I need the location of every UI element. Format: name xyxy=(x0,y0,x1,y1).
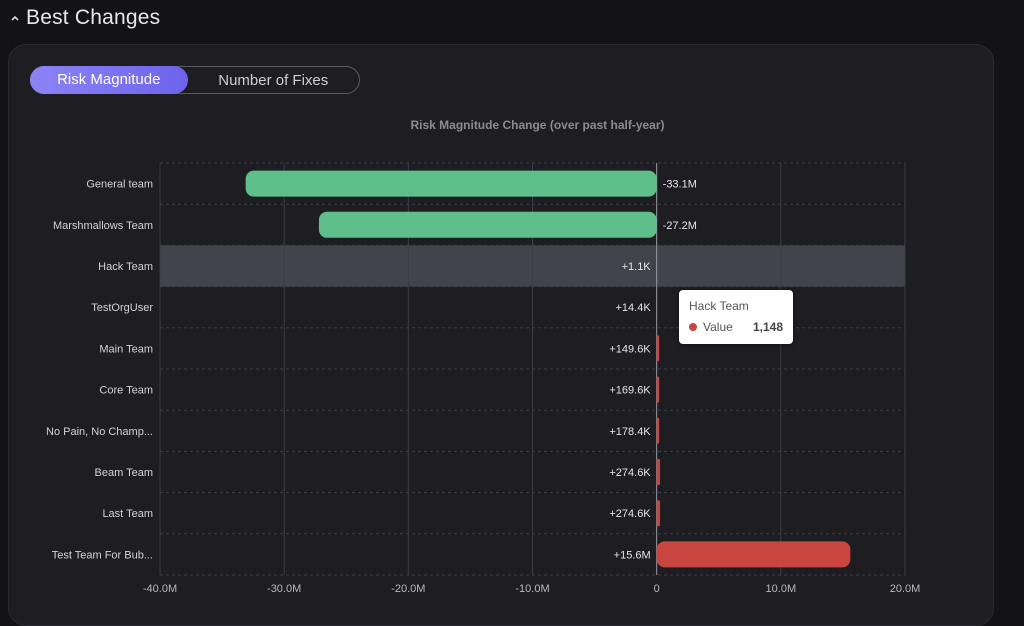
bar xyxy=(318,211,657,238)
toggle-number-of-fixes[interactable]: Number of Fixes xyxy=(218,71,329,89)
category-label: TestOrgUser xyxy=(91,302,153,314)
x-tick-label: -40.0M xyxy=(143,583,177,595)
chart-panel: Risk Magnitude Number of Fixes xyxy=(8,44,994,626)
tooltip-label: Value xyxy=(703,320,733,334)
data-label: +178.4K xyxy=(609,426,651,438)
category-label: Marshmallows Team xyxy=(53,220,153,232)
x-tick-label: -10.0M xyxy=(515,583,549,595)
bar xyxy=(656,417,660,444)
tooltip-row: Value 1,148 xyxy=(689,320,783,334)
category-label: No Pain, No Champ... xyxy=(46,426,153,438)
data-label: +1.1K xyxy=(622,261,652,273)
x-tick-label: -20.0M xyxy=(391,583,425,595)
metric-toggle: Risk Magnitude Number of Fixes xyxy=(30,65,360,94)
bar xyxy=(656,376,660,403)
data-label: -33.1M xyxy=(663,179,697,191)
bar xyxy=(656,335,660,362)
category-label: Beam Team xyxy=(95,467,154,479)
tooltip-title: Hack Team xyxy=(689,299,749,313)
data-label: +169.6K xyxy=(609,385,651,397)
category-label: Core Team xyxy=(99,385,153,397)
x-tick-label: 0 xyxy=(654,583,660,595)
x-tick-label: 10.0M xyxy=(766,583,797,595)
category-label: Test Team For Bub... xyxy=(52,549,153,561)
data-label: +274.6K xyxy=(609,467,651,479)
category-label: Main Team xyxy=(99,343,153,355)
section-title: Best Changes xyxy=(26,6,161,29)
series-dot-icon xyxy=(689,323,697,331)
bar xyxy=(656,500,661,527)
chart-title: Risk Magnitude Change (over past half-ye… xyxy=(410,118,664,132)
category-label: Last Team xyxy=(102,508,153,520)
chart-tooltip: Hack Team Value 1,148 xyxy=(679,290,793,344)
chevron-up-icon[interactable] xyxy=(10,13,20,23)
data-label: +15.6M xyxy=(614,549,651,561)
category-label: Hack Team xyxy=(98,261,153,273)
data-label: -27.2M xyxy=(663,220,697,232)
category-label: General team xyxy=(86,179,153,191)
bar xyxy=(656,541,851,568)
data-label: +14.4K xyxy=(615,302,651,314)
data-label: +274.6K xyxy=(609,508,651,520)
section-header[interactable]: Best Changes xyxy=(10,4,160,32)
toggle-risk-magnitude[interactable]: Risk Magnitude xyxy=(30,65,188,94)
tooltip-value: 1,148 xyxy=(752,320,783,334)
data-label: +149.6K xyxy=(609,343,651,355)
x-tick-label: -30.0M xyxy=(267,583,301,595)
x-tick-label: 20.0M xyxy=(890,583,921,595)
bar xyxy=(656,459,661,485)
bar xyxy=(245,170,657,197)
